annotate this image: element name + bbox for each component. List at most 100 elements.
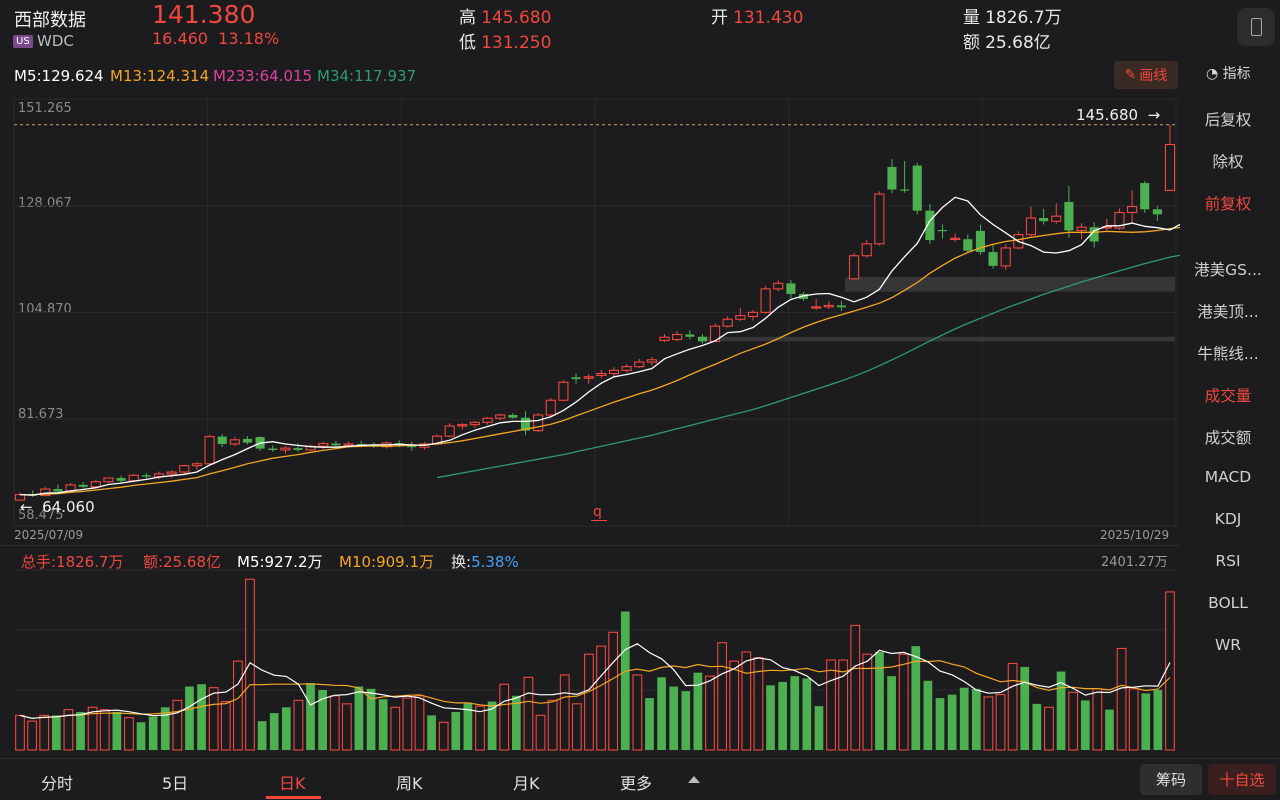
tab-period[interactable]: 更多 [620,774,653,793]
side-menu-item[interactable]: 除权 [1212,153,1244,171]
low-label: 低 [459,33,476,53]
volume-bar [451,711,461,750]
caret-up-icon[interactable] [688,776,700,783]
volume-stat: 量 1826.7万 [963,3,1062,28]
volume-bar [499,683,510,751]
event-marker-underline [591,520,607,521]
volume-bar [559,674,570,751]
volume-bar [838,659,849,751]
volume-bar [778,681,787,750]
candle-body [659,336,670,341]
arrow-left-icon: ← [20,498,38,516]
candle-body [608,369,620,375]
tab-period[interactable]: 分时 [41,774,74,793]
side-menu-item[interactable]: 成交额 [1204,429,1252,447]
candle-body [621,366,632,371]
side-menu-item[interactable]: MACD [1204,468,1252,486]
side-menu-item[interactable]: BOLL [1208,594,1248,612]
candle-body [457,424,468,427]
volume-bar [693,672,703,750]
side-menu-item[interactable]: RSI [1215,552,1241,570]
volume-bar [947,694,957,750]
candle-body [1152,209,1162,215]
arrow-right-icon: → [1142,106,1161,124]
candle-body [90,481,101,488]
candle-body [1164,143,1176,191]
candle-body [191,463,203,467]
side-menu-item[interactable]: 后复权 [1204,111,1252,129]
volume-bar [571,703,582,751]
pencil-icon: ✎ [1124,67,1137,83]
side-menu-item[interactable]: 港美GS... [1194,261,1262,279]
market-badge: US [13,35,33,48]
side-menu-item[interactable]: KDJ [1214,510,1242,528]
high-value: 145.680 [481,8,552,28]
stock-name: 西部数据 [14,10,86,31]
volume-bar [862,653,873,751]
tab-period[interactable]: 月K [513,774,540,793]
volume-bar [124,717,134,751]
candle-body [53,489,63,492]
candle-body [356,443,366,446]
volume-bar [99,709,110,751]
candle-body [747,311,759,318]
draw-line-button[interactable]: ✎ 画线 [1114,61,1178,89]
side-menu-item[interactable]: 前复权 [1204,195,1252,213]
gauge-icon: ◔ [1206,66,1219,82]
volume-bar [136,722,146,750]
amount-label: 额 [963,33,980,53]
candle-body [571,377,581,380]
candle-body [811,306,822,309]
indicator-button[interactable]: ◔ 指标 [1206,63,1251,83]
volume-bar [995,694,1006,751]
candle-body [280,447,291,451]
price-axis-label: 58.475 [18,508,64,523]
tab-period[interactable]: 日K [279,774,306,793]
tab-period[interactable]: 周K [396,774,423,793]
candlestick-chart[interactable] [0,0,1180,545]
candle-body [634,361,645,368]
volume-bar [1080,700,1090,750]
low-value: 131.250 [481,33,552,53]
candle-body [318,442,329,447]
side-menu-item[interactable]: 成交量 [1204,387,1252,405]
volume-bar [535,714,546,751]
chips-button[interactable]: 筹码 [1140,764,1202,795]
side-menu-item[interactable]: WR [1214,636,1242,654]
volume-bar [523,676,534,751]
candle-body [798,293,809,300]
volume-bar [1007,662,1018,751]
high-stat: 高 145.680 [459,3,551,28]
vol-total: 总手:1826.7万 [21,553,124,571]
candle-body [1025,217,1037,236]
candle-body [242,438,253,443]
event-marker[interactable]: q [593,504,602,520]
ma5-legend: M5:129.624 [14,67,104,85]
candle-body [217,436,227,444]
volume-chart[interactable] [0,0,1180,760]
volume-bar [438,721,449,751]
volume-bar [354,686,364,750]
candle-body [900,189,910,191]
price-change: 16.460 13.18% [152,29,279,48]
candle-body [672,333,683,341]
price-axis-label: 81.673 [18,407,64,422]
device-toggle-button[interactable] [1237,8,1275,46]
volume-bar [172,699,183,751]
tab-period[interactable]: 5日 [162,774,189,793]
candle-body [861,243,872,257]
candle-body [887,166,897,190]
volume-bar [547,699,558,751]
candle-body [1051,215,1062,222]
price-axis-label: 128.067 [18,196,72,211]
candle-body [103,477,114,483]
volume-bar [318,690,327,750]
end-date: 2025/10/29 [1100,528,1170,542]
volume-bar [378,699,388,750]
draw-line-label: 画线 [1139,68,1168,84]
side-menu-item[interactable]: 牛熊线... [1197,345,1259,363]
candle-body [1000,247,1011,267]
ticker-symbol: WDC [37,32,74,50]
side-menu-item[interactable]: 港美顶... [1197,303,1259,321]
add-favorite-button[interactable]: 十自选 [1208,764,1276,795]
